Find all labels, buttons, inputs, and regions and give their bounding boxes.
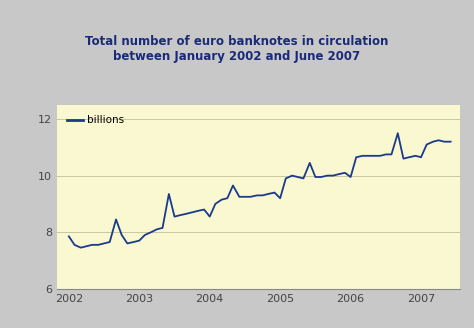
Legend: billions: billions [62, 110, 129, 131]
Text: Total number of euro banknotes in circulation
between January 2002 and June 2007: Total number of euro banknotes in circul… [85, 35, 389, 63]
